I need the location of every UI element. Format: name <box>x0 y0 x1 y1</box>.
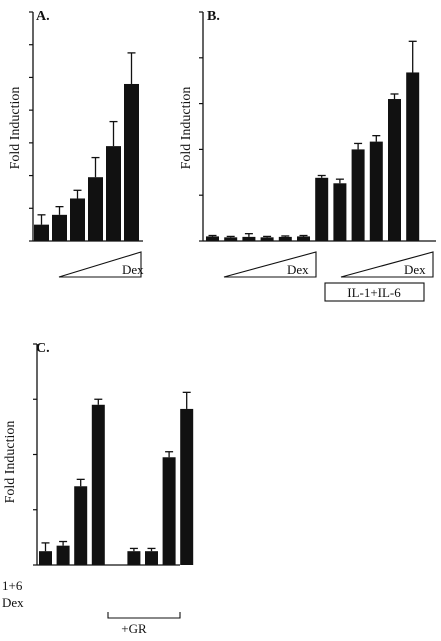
panel-b-bar <box>260 237 274 241</box>
panel-b: B. Fold Induction Dex Dex IL-1+IL-6 <box>179 9 436 302</box>
panel-b-bar <box>278 236 292 241</box>
panel-a-dex-label: Dex <box>122 262 144 277</box>
panel-c: C. Fold Induction 1+6 Dex +GR <box>2 341 194 636</box>
panel-a-label: A. <box>36 9 50 24</box>
panel-b-dex-gradient-wedge-2 <box>340 251 434 278</box>
panel-b-bar <box>242 236 256 241</box>
panel-b-bar <box>206 236 219 241</box>
panel-a-bar <box>106 146 121 241</box>
panel-a-dex-gradient-wedge <box>58 251 142 278</box>
panel-c-bar <box>91 404 105 565</box>
panel-c-bar <box>56 545 70 565</box>
panel-b-bar <box>388 99 401 242</box>
panel-b-y-axis-label: Fold Induction <box>179 87 194 170</box>
panel-b-bar <box>351 149 365 241</box>
panel-b-bar <box>369 141 383 241</box>
panel-c-bar <box>145 551 158 565</box>
panel-b-bar <box>224 237 238 241</box>
panel-a-bar <box>52 214 67 241</box>
panel-c-y-axis-label: Fold Induction <box>3 421 18 504</box>
panel-c-label: C. <box>36 341 50 356</box>
panel-a-bar <box>88 177 103 241</box>
panel-b-label: B. <box>207 9 220 24</box>
panel-a-bar <box>70 198 85 241</box>
panel-a: A. Fold Induction Dex <box>8 9 144 278</box>
panel-c-bar <box>180 408 194 565</box>
panel-c-gr-bracket <box>107 612 181 619</box>
panel-c-bar <box>39 551 52 565</box>
panel-b-bar <box>297 236 310 241</box>
panel-c-row-label-2: Dex <box>2 595 24 610</box>
panel-c-bar <box>74 486 88 565</box>
panel-b-bar <box>333 183 347 241</box>
panel-c-gr-label: +GR <box>121 621 147 636</box>
panel-c-bar <box>162 457 176 565</box>
panel-b-dex-label-2: Dex <box>404 262 426 277</box>
panel-b-dex-label-1: Dex <box>287 262 309 277</box>
panel-a-y-axis-label: Fold Induction <box>8 87 23 170</box>
panel-a-bar <box>34 224 49 241</box>
panel-b-bar <box>315 177 329 241</box>
panel-c-row-label-1: 1+6 <box>2 578 23 593</box>
panel-b-dex-gradient-wedge-1 <box>223 251 317 278</box>
panel-b-bar <box>406 72 420 242</box>
panel-c-bar <box>127 551 141 565</box>
panel-a-bar <box>124 83 139 241</box>
panel-b-il-box-label: IL-1+IL-6 <box>347 285 401 300</box>
panel-b-il-box <box>324 282 425 302</box>
